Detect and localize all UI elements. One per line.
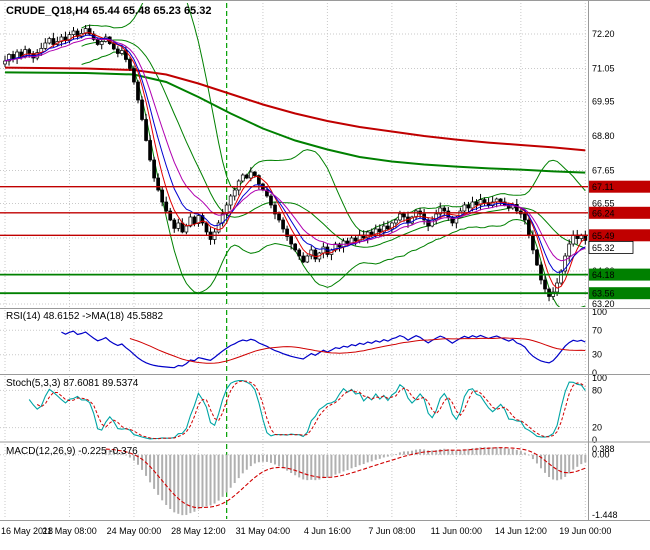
time-axis-label: 21 May 08:00 (42, 526, 97, 536)
price-axis-label: 72.20 (592, 29, 615, 39)
stoch-label: Stoch(5,3,3) 87.6081 89.5374 (6, 378, 139, 389)
price-level-badge (589, 268, 650, 281)
macd-histogram (104, 447, 587, 516)
ma-fast-line (4, 34, 586, 273)
price-level-badge-label: 66.24 (592, 208, 615, 218)
time-axis-label: 7 Jun 08:00 (368, 526, 415, 536)
price-level-badge (589, 229, 650, 242)
price-level-badge-label: 64.18 (592, 270, 615, 280)
macd-label: MACD(12,26,9) -0.225 -0.376 (6, 446, 138, 457)
price-level-badge (589, 287, 650, 300)
time-axis-label: 16 May 2018 (1, 526, 53, 536)
price-axis-label: 71.05 (592, 64, 615, 74)
ma-fast-line (4, 37, 586, 262)
stoch-axis-label: 100 (592, 373, 607, 383)
price-axis-label: 63.20 (592, 299, 615, 309)
price-axis-label: 69.95 (592, 97, 615, 107)
price-level-badge-label: 65.49 (592, 231, 615, 241)
time-axis-label: 28 May 12:00 (171, 526, 226, 536)
price-axis-label: 68.80 (592, 131, 615, 141)
stoch-axis-label: 0 (592, 435, 597, 445)
price-level-badge-label: 67.11 (592, 182, 614, 192)
stoch-axis-label: 80 (592, 385, 602, 395)
ma-long-line (4, 66, 586, 152)
rsi-line (61, 330, 586, 369)
macd-axis-label: 0.00 (592, 450, 610, 460)
rsi-axis-label: 30 (592, 350, 602, 360)
bollinger-upper-line (81, 3, 586, 233)
rsi-axis-label: 70 (592, 325, 602, 335)
price-axis-label: 66.55 (592, 199, 615, 209)
ma-slow-line (4, 71, 586, 174)
ma-fast-line (20, 32, 586, 289)
rsi-axis-label: 0 (592, 368, 597, 378)
price-axis-label: 67.65 (592, 166, 615, 176)
stoch-main-line (28, 380, 586, 440)
stoch-signal-line (36, 380, 586, 440)
macd-signal-line (105, 447, 586, 509)
macd-axis-label: 0.388 (592, 444, 615, 454)
price-levels[interactable] (0, 186, 588, 295)
price-level-badge-label: 63.56 (592, 289, 615, 299)
current-price-label: 65.32 (592, 243, 615, 253)
time-axis-label: 11 Jun 00:00 (431, 526, 482, 536)
bollinger-lower-line (81, 51, 586, 307)
price-level-badge (589, 206, 650, 219)
symbol-ohlc-label: CRUDE_Q18,H4 65.44 65.48 65.23 65.32 (6, 5, 212, 17)
rsi-axis-label: 100 (592, 307, 607, 317)
current-price-badge (588, 240, 634, 254)
time-axis-label: 31 May 04:00 (236, 526, 291, 536)
time-axis-label: 19 Jun 00:00 (559, 526, 611, 536)
main-plot[interactable] (3, 1, 588, 310)
time-axis-label: 24 May 00:00 (107, 526, 162, 536)
price-axis[interactable]: 72.2071.0569.9568.8067.6566.5565.4064.30… (588, 29, 650, 520)
bollinger-middle-line (81, 39, 586, 249)
stoch-axis-label: 20 (592, 423, 602, 433)
rsi-ma-line (129, 337, 586, 364)
price-level-badge (589, 180, 650, 193)
time-axis-label: 14 Jun 12:00 (495, 526, 547, 536)
grid (0, 3, 588, 519)
time-axis-label: 4 Jun 16:00 (304, 526, 351, 536)
candles (3, 24, 588, 302)
macd-axis-label: -1.448 (592, 510, 618, 520)
rsi-label: RSI(14) 48.6152 ->MA(18) 45.5882 (6, 311, 164, 322)
